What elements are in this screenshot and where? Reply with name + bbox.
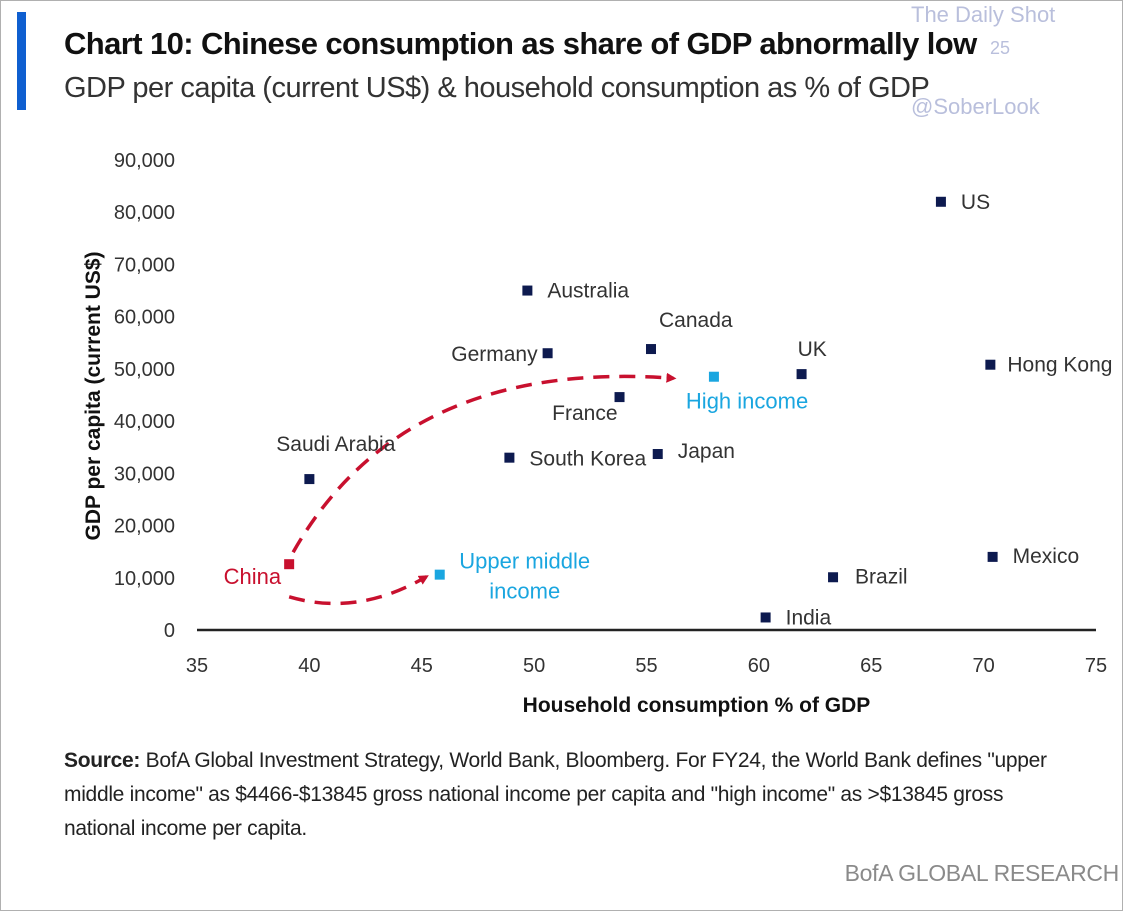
x-tick-label: 70 (973, 655, 995, 677)
high-income-arrow (291, 372, 677, 554)
watermark-name: The Daily Shot (911, 2, 1056, 27)
point-label-uk: UK (798, 338, 827, 361)
point-upper-middle-income (434, 569, 445, 580)
x-tick-label: 75 (1085, 655, 1107, 677)
point-france (614, 392, 625, 403)
point-canada (645, 344, 656, 355)
point-uk (796, 369, 807, 380)
y-axis-ticks: 0 10,000 20,000 30,000 40,000 50,000 60,000 70,… (114, 150, 175, 642)
point-hong-kong (985, 359, 996, 370)
y-tick-label: 80,000 (114, 202, 175, 224)
chart-title: Chart 10: Chinese consumption as share o… (64, 26, 977, 61)
point-brazil (828, 572, 839, 583)
x-tick-label: 60 (748, 655, 770, 677)
watermark-date: 25 (990, 38, 1011, 58)
point-label-south-korea: South Korea (529, 448, 646, 471)
point-label-india: India (786, 606, 832, 629)
point-label-high-income: High income (686, 389, 808, 414)
source-label: Source: (64, 749, 141, 772)
point-high-income (708, 371, 719, 382)
x-tick-label: 45 (411, 655, 433, 677)
point-china (284, 559, 295, 570)
x-axis-ticks: 35 40 45 50 55 60 65 70 75 (186, 655, 1107, 677)
y-tick-label: 0 (164, 620, 175, 642)
x-tick-label: 65 (860, 655, 882, 677)
point-australia (522, 285, 533, 296)
scatter-chart: 0 10,000 20,000 30,000 40,000 50,000 60,000 70,… (82, 150, 1113, 717)
x-tick-label: 35 (186, 655, 208, 677)
annotation-arrows (288, 372, 677, 606)
y-axis-label: GDP per capita (current US$) (82, 251, 105, 540)
point-germany (542, 348, 553, 359)
point-japan (652, 449, 663, 460)
point-label-hong-kong: Hong Kong (1007, 354, 1112, 377)
chart-subtitle: GDP per capita (current US$) & household… (64, 72, 930, 104)
point-label-canada: Canada (659, 309, 733, 332)
upper-middle-income-arrow (288, 575, 429, 606)
y-tick-label: 40,000 (114, 411, 175, 433)
point-label-germany: Germany (451, 343, 538, 366)
y-tick-label: 10,000 (114, 568, 175, 590)
title-accent-bar (17, 12, 26, 110)
watermark-handle: @SoberLook (911, 94, 1040, 119)
y-tick-label: 30,000 (114, 463, 175, 485)
point-label-mexico: Mexico (1013, 545, 1080, 568)
y-tick-label: 70,000 (114, 254, 175, 276)
y-tick-label: 60,000 (114, 307, 175, 329)
y-tick-label: 50,000 (114, 359, 175, 381)
point-mexico (987, 551, 998, 562)
x-tick-label: 55 (635, 655, 657, 677)
source-note: Source: BofA Global Investment Strategy,… (64, 744, 1074, 846)
x-tick-label: 50 (523, 655, 545, 677)
y-tick-label: 90,000 (114, 150, 175, 172)
point-label-china: China (224, 564, 282, 589)
point-label-saudi-arabia: Saudi Arabia (276, 433, 395, 456)
source-text: BofA Global Investment Strategy, World B… (64, 749, 1047, 840)
point-us (935, 196, 946, 207)
point-label-australia: Australia (547, 280, 629, 303)
brand-footer: BofA GLOBAL RESEARCH (844, 860, 1120, 886)
point-india (760, 612, 771, 623)
point-label-japan: Japan (678, 440, 735, 463)
y-tick-label: 20,000 (114, 516, 175, 538)
point-label-brazil: Brazil (855, 565, 908, 588)
data-points: US Australia Canada Germany UK Hong Kong Franc… (224, 191, 1113, 630)
point-label-us: US (961, 191, 990, 214)
point-south-korea (504, 452, 515, 463)
point-label-france: France (552, 402, 617, 425)
x-tick-label: 40 (298, 655, 320, 677)
point-label-upper-middle-income: Upper middle income (459, 549, 590, 604)
x-axis-label: Household consumption % of GDP (523, 694, 871, 717)
point-saudi-arabia (304, 474, 315, 485)
